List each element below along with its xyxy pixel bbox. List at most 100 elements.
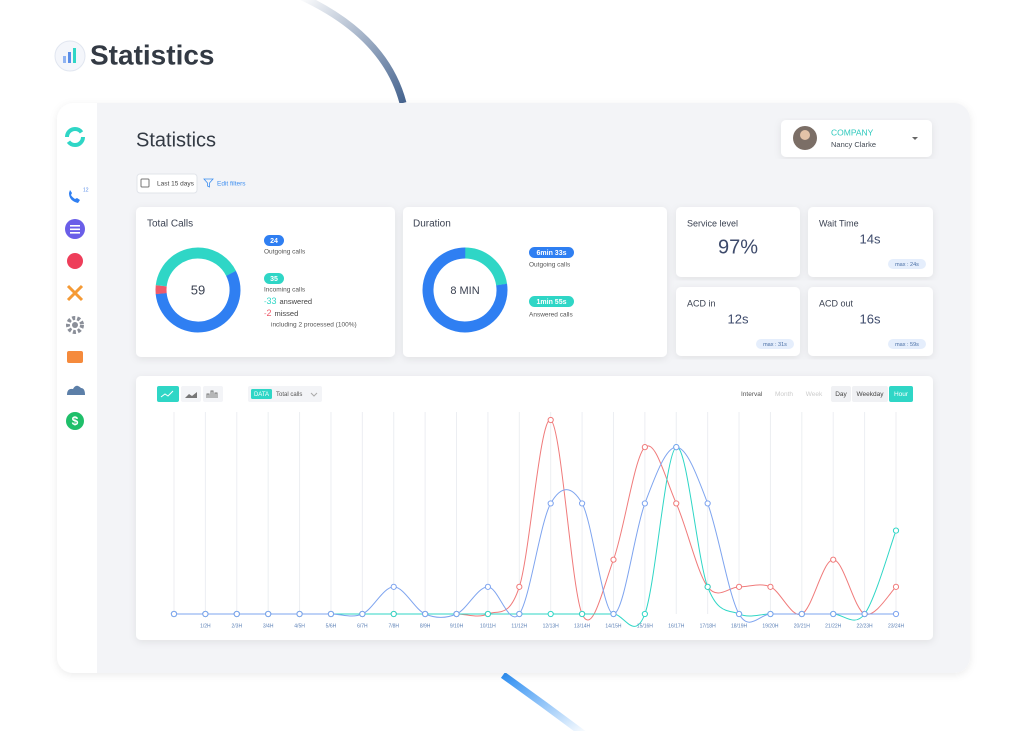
header-icon-bar	[68, 52, 71, 63]
x-tick-label: 15/16H	[637, 623, 654, 629]
point	[861, 610, 868, 618]
missed-line: -2 missed	[264, 308, 298, 318]
point	[704, 500, 711, 507]
interval-button[interactable]	[831, 386, 851, 402]
answered-line: -33 answered	[264, 296, 312, 306]
line-chart-button[interactable]	[157, 386, 179, 402]
code-icon[interactable]	[67, 351, 83, 363]
data-tag	[251, 389, 272, 399]
x-tick-label: 23/24H	[888, 623, 905, 629]
x-tick-label: 13/14H	[574, 623, 591, 629]
incoming-count: 35	[270, 276, 278, 283]
logo[interactable]	[65, 127, 85, 147]
x-tick-label: 2/3H	[232, 623, 243, 629]
incoming-count-bg	[264, 273, 284, 284]
kpi-card	[676, 287, 800, 356]
point	[547, 610, 554, 618]
point	[578, 500, 586, 507]
settings-icon[interactable]	[66, 316, 84, 334]
period-filter[interactable]	[136, 173, 198, 194]
point	[422, 610, 429, 618]
point	[704, 583, 711, 590]
kpi-value: 12s	[728, 311, 749, 326]
kpi-max: max : 24s	[895, 262, 919, 268]
chart-card	[136, 376, 933, 640]
avatar-face	[800, 130, 810, 140]
kpi-max-bg	[888, 259, 926, 269]
interval-option: Hour	[894, 391, 909, 398]
donut-segment	[422, 247, 508, 333]
kpi-value: 97%	[718, 236, 758, 258]
point	[359, 610, 366, 618]
point	[641, 444, 648, 451]
point	[202, 610, 209, 618]
point	[830, 610, 837, 618]
interval-button[interactable]	[852, 386, 888, 402]
x-tick-label: 4/5H	[294, 623, 305, 629]
money-icon[interactable]	[66, 412, 84, 430]
point	[233, 610, 240, 618]
bar-icon	[206, 390, 218, 398]
interval-option: Week	[806, 391, 823, 398]
decor-arc	[300, 0, 407, 104]
point	[547, 500, 554, 507]
phone-icon[interactable]	[69, 190, 80, 203]
missed-text: missed	[275, 309, 299, 318]
icon-line	[70, 228, 80, 231]
kpi-value: 16s	[860, 311, 881, 326]
icon-line	[70, 225, 80, 227]
edit-filters[interactable]: Edit filters	[217, 181, 246, 188]
point	[735, 610, 743, 618]
point	[390, 610, 397, 618]
kpi-card	[676, 207, 800, 277]
x-tick-label: 16/17H	[668, 623, 685, 629]
x-tick-label: 14/15H	[605, 623, 622, 629]
icon-line	[70, 232, 80, 234]
period-text: Last 15 days	[157, 181, 195, 188]
x-tick-label: 1/2H	[200, 623, 211, 629]
point	[798, 610, 805, 618]
point	[170, 610, 178, 618]
point	[578, 610, 586, 618]
calendar-icon	[140, 178, 150, 188]
user-card[interactable]	[781, 120, 932, 157]
point	[641, 610, 648, 618]
page-title: Statistics	[90, 39, 215, 70]
donut-segment	[155, 247, 241, 333]
point	[767, 610, 774, 618]
x-tick-label: 11/12H	[511, 623, 527, 629]
x-tick-label: 9/10H	[450, 623, 464, 629]
point	[516, 583, 523, 590]
line-icon	[160, 390, 174, 398]
record-icon[interactable]	[67, 253, 83, 269]
tools-icon[interactable]	[66, 284, 84, 302]
point	[265, 610, 272, 618]
header-icon-bar	[63, 56, 66, 63]
missed-count: 2	[267, 308, 272, 318]
x-tick-label: 6/7H	[357, 623, 368, 629]
x-tick-label: 8/9H	[420, 623, 431, 629]
answered-text: answered	[280, 297, 313, 306]
interval-button[interactable]	[889, 386, 913, 402]
outgoing-count: 24	[270, 238, 278, 245]
x-tick-label: 18/19H	[731, 623, 748, 629]
interval-label: Interval	[741, 391, 763, 398]
cloud-icon[interactable]	[67, 385, 85, 395]
area-chart-button[interactable]	[181, 386, 201, 402]
processed-note: including 2 processed (100%)	[271, 322, 357, 329]
x-tick-label: 12/13H	[543, 623, 560, 629]
point	[735, 583, 743, 590]
settings-icon-core	[72, 322, 78, 328]
point	[296, 610, 303, 618]
kpi-max: max : 59s	[895, 342, 919, 348]
outgoing-duration-bg	[529, 247, 574, 258]
point	[892, 583, 900, 590]
incoming-text: Incoming calls	[264, 287, 306, 294]
point	[484, 583, 492, 590]
interval-option: Weekday	[857, 391, 885, 398]
point	[610, 610, 617, 618]
decor-arc	[500, 672, 586, 731]
missed-bullet: -	[264, 309, 267, 318]
point	[547, 416, 554, 424]
